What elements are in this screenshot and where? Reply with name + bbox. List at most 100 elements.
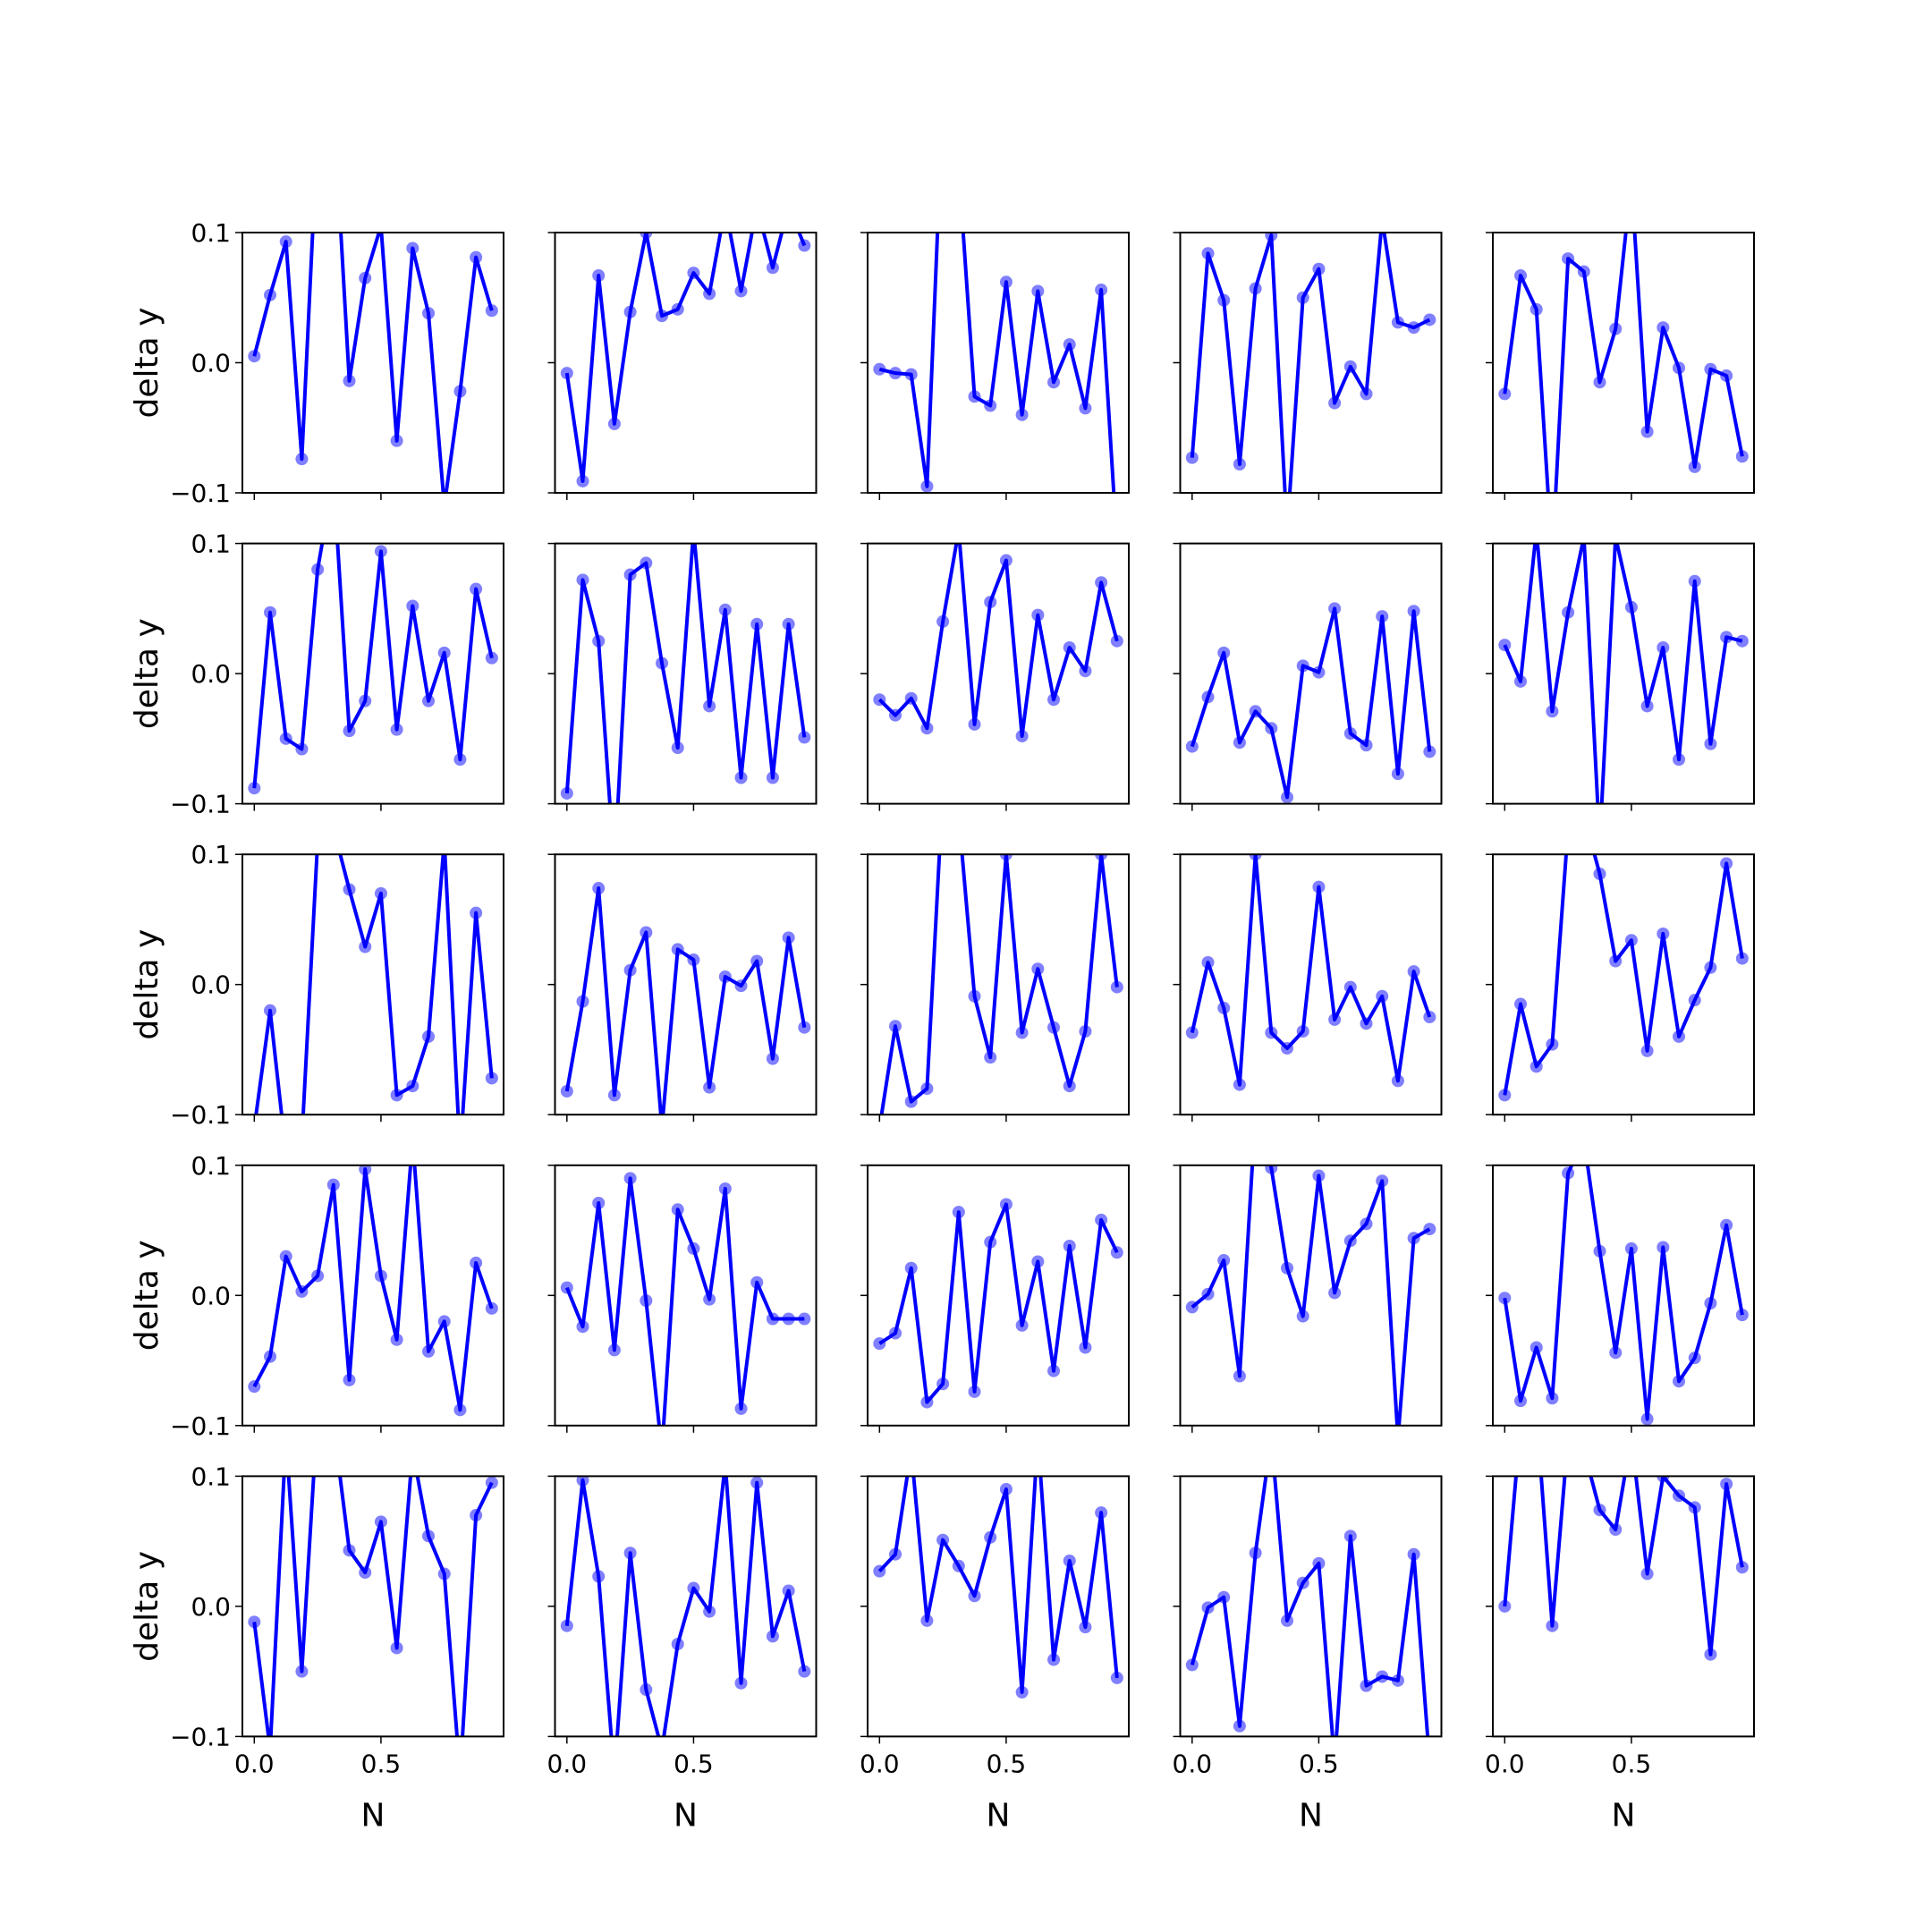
marker	[952, 1206, 965, 1219]
marker	[264, 1350, 277, 1363]
marker	[1720, 857, 1733, 870]
y-tick-label: 0.1	[191, 1151, 231, 1181]
marker	[1720, 1478, 1733, 1491]
marker	[1110, 634, 1123, 648]
marker	[1704, 1648, 1717, 1661]
marker	[1249, 1546, 1262, 1560]
marker	[1063, 1240, 1076, 1253]
line	[252, 543, 494, 789]
plot-area	[254, 835, 498, 1115]
marker	[1201, 1287, 1215, 1301]
marker	[438, 835, 451, 848]
marker	[1593, 868, 1606, 881]
marker	[936, 614, 950, 628]
marker	[560, 1281, 573, 1294]
marker	[1296, 659, 1309, 673]
plot-area	[1498, 1431, 1749, 1661]
marker	[359, 940, 372, 953]
marker	[920, 1614, 934, 1627]
marker	[1201, 691, 1215, 704]
marker	[1562, 606, 1575, 619]
marker	[1562, 822, 1574, 835]
line	[252, 1165, 494, 1412]
marker	[999, 1482, 1013, 1496]
marker	[1735, 1561, 1749, 1574]
x-tick-label: 0.0	[1485, 1749, 1525, 1778]
marker	[968, 717, 981, 731]
y-axis-label: delta y	[129, 618, 165, 729]
marker	[248, 350, 261, 363]
marker	[687, 953, 700, 967]
line	[879, 854, 1119, 1115]
plot-area	[248, 1165, 498, 1417]
marker	[1562, 1431, 1574, 1444]
subplot	[860, 1164, 1130, 1433]
marker	[1720, 1218, 1733, 1232]
marker	[592, 1196, 606, 1209]
marker	[1296, 291, 1309, 304]
marker	[1640, 425, 1654, 438]
marker	[485, 1476, 498, 1489]
marker	[359, 1165, 372, 1176]
plot-area	[560, 882, 811, 1115]
marker	[592, 882, 606, 895]
x-tick-label: 0.5	[987, 1749, 1027, 1778]
y-tick-label: 0.1	[191, 218, 231, 248]
marker	[311, 1405, 324, 1418]
marker	[1673, 753, 1686, 767]
marker	[1673, 1489, 1686, 1503]
marker	[718, 603, 732, 616]
plot-area	[1185, 602, 1436, 804]
marker	[687, 524, 699, 537]
line	[1503, 233, 1744, 493]
marker	[1328, 1013, 1342, 1026]
marker	[1095, 284, 1108, 297]
line	[1190, 606, 1432, 800]
axes-frame	[1179, 1475, 1443, 1738]
marker	[1265, 233, 1278, 242]
marker	[1047, 1653, 1061, 1666]
marker	[1625, 1431, 1638, 1444]
marker	[1562, 252, 1575, 266]
marker	[1498, 1089, 1512, 1102]
marker	[607, 1089, 621, 1102]
marker	[1593, 1244, 1606, 1258]
marker	[1328, 602, 1342, 615]
marker	[264, 288, 277, 301]
y-tick-label: −0.1	[170, 1411, 231, 1441]
marker	[968, 390, 981, 403]
x-tick-label: 0.0	[547, 1749, 588, 1778]
marker	[1250, 1107, 1262, 1120]
marker	[1673, 1030, 1686, 1043]
line	[1503, 854, 1744, 1096]
axes-frame	[1179, 853, 1443, 1116]
marker	[1376, 1670, 1389, 1683]
marker	[1233, 1369, 1246, 1383]
marker	[437, 646, 451, 659]
marker	[623, 305, 637, 318]
marker	[1265, 1431, 1277, 1444]
marker	[485, 1301, 498, 1315]
marker	[295, 453, 309, 466]
marker	[1312, 665, 1326, 679]
marker	[1530, 302, 1543, 316]
marker	[1423, 1757, 1436, 1769]
marker	[1391, 316, 1404, 329]
marker	[798, 1312, 811, 1326]
marker	[485, 651, 498, 665]
marker	[1735, 952, 1749, 965]
marker	[1031, 608, 1045, 622]
marker	[703, 1080, 716, 1094]
x-axis-label: N	[987, 1797, 1011, 1834]
marker	[1546, 1038, 1559, 1051]
marker	[1530, 524, 1543, 537]
marker	[1185, 1026, 1199, 1039]
y-tick-label: −0.1	[170, 1100, 231, 1130]
axes-frame	[554, 1475, 818, 1738]
marker	[999, 1198, 1013, 1211]
marker	[920, 479, 934, 493]
marker	[1015, 1318, 1029, 1332]
marker	[873, 1564, 886, 1578]
axes-frame	[867, 542, 1130, 805]
marker	[264, 1004, 277, 1017]
